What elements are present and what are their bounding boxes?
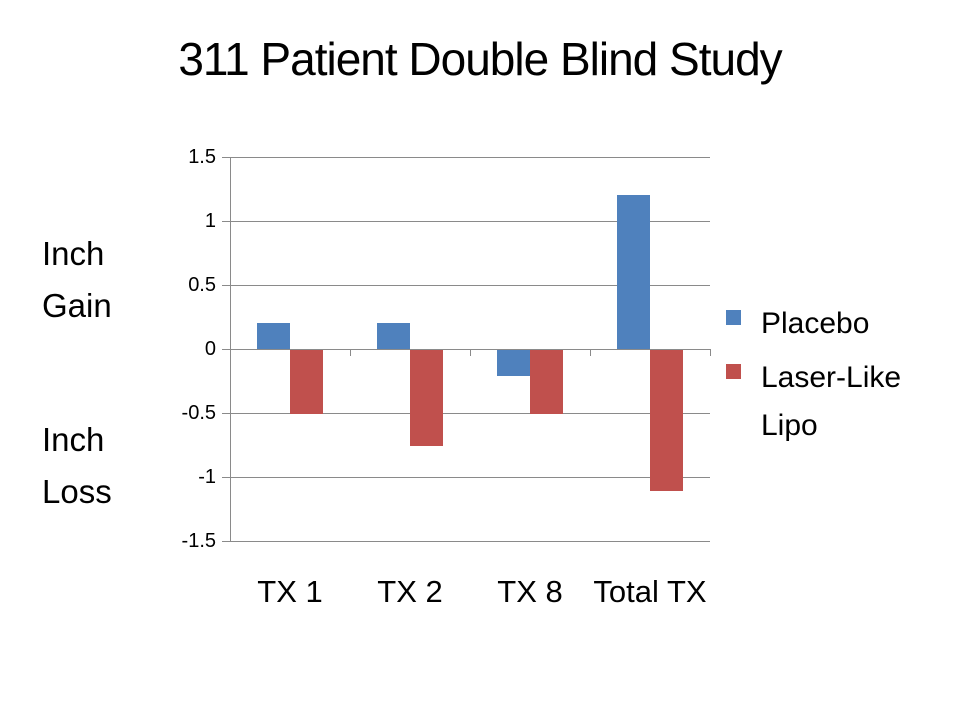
y-axis-tick-label: 1.5 bbox=[188, 146, 216, 168]
y-axis-tick bbox=[222, 477, 230, 478]
x-axis-category-label: Total TX bbox=[593, 574, 707, 609]
gridline bbox=[230, 157, 710, 158]
y-axis-tick-label: 1 bbox=[204, 210, 216, 232]
legend-label: Placebo bbox=[761, 307, 870, 340]
x-axis-tick bbox=[470, 349, 471, 356]
legend-marker-laser-like-lipo bbox=[726, 364, 741, 379]
gridline bbox=[230, 285, 710, 286]
x-axis-tick bbox=[710, 349, 711, 356]
bar-laser-like-lipo-tx-8 bbox=[530, 350, 563, 414]
chart-legend: Placebo Laser-Like Lipo bbox=[726, 300, 936, 456]
legend-item-laser-like-lipo: Laser-Like Lipo bbox=[726, 354, 936, 450]
y-axis-tick bbox=[222, 221, 230, 222]
bar-laser-like-lipo-total-tx bbox=[650, 350, 683, 491]
gridline bbox=[230, 477, 710, 478]
legend-item-placebo: Placebo bbox=[726, 300, 936, 348]
y-axis-tick-label: 0.5 bbox=[188, 274, 216, 296]
x-axis-category-label: TX 8 bbox=[497, 574, 563, 609]
y-axis-tick-label: 0 bbox=[204, 338, 216, 360]
x-axis-tick bbox=[230, 349, 231, 356]
gridline bbox=[230, 541, 710, 542]
bar-laser-like-lipo-tx-2 bbox=[410, 350, 443, 446]
y-axis-tick bbox=[222, 349, 230, 350]
legend-label: Laser-Like Lipo bbox=[761, 361, 902, 442]
legend-marker-placebo bbox=[726, 310, 741, 325]
inch-loss-label: Inch Loss bbox=[42, 421, 112, 510]
y-axis-tick bbox=[222, 413, 230, 414]
gridline bbox=[230, 413, 710, 414]
y-axis-tick bbox=[222, 285, 230, 286]
bar-placebo-tx-8 bbox=[497, 350, 530, 376]
inch-gain-label: Inch Gain bbox=[42, 235, 112, 324]
x-axis-tick bbox=[350, 349, 351, 356]
bar-laser-like-lipo-tx-1 bbox=[290, 350, 323, 414]
y-axis-tick bbox=[222, 541, 230, 542]
y-axis-tick-label: -1 bbox=[198, 466, 216, 488]
y-axis-tick bbox=[222, 157, 230, 158]
x-axis-category-label: TX 1 bbox=[257, 574, 323, 609]
x-axis-category-label: TX 2 bbox=[377, 574, 443, 609]
bar-placebo-total-tx bbox=[617, 195, 650, 349]
y-axis-tick-label: -1.5 bbox=[181, 530, 216, 552]
chart-title: 311 Patient Double Blind Study bbox=[178, 33, 782, 85]
gridline bbox=[230, 221, 710, 222]
bar-placebo-tx-1 bbox=[257, 323, 290, 349]
x-axis-tick bbox=[590, 349, 591, 356]
y-axis-tick-label: -0.5 bbox=[181, 402, 216, 424]
bar-placebo-tx-2 bbox=[377, 323, 410, 349]
